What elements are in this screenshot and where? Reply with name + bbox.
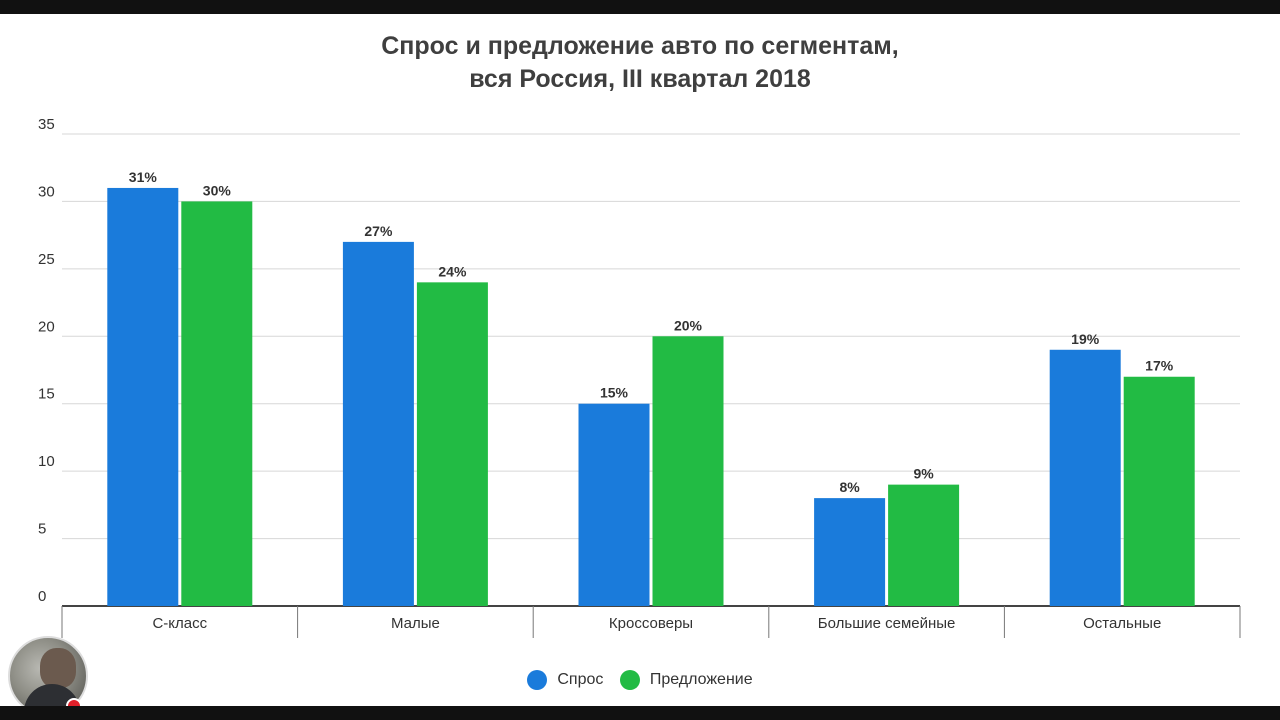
x-tick-label: Остальные <box>1083 615 1161 632</box>
bar-supply <box>181 201 253 606</box>
chart-title-line-1: Спрос и предложение авто по сегментам, <box>381 32 899 60</box>
bar-demand <box>814 498 886 606</box>
legend-item-demand[interactable]: Спрос <box>527 670 603 690</box>
y-tick-label: 5 <box>38 521 46 538</box>
data-label: 27% <box>364 223 393 239</box>
data-label: 19% <box>1071 331 1100 347</box>
legend-swatch-demand <box>527 670 548 690</box>
y-tick-label: 10 <box>38 453 55 470</box>
avatar-head <box>40 648 76 688</box>
chart-title-line-2: вся Россия, III квартал 2018 <box>469 65 811 93</box>
y-tick-label: 35 <box>38 116 55 133</box>
data-label: 15% <box>600 385 629 401</box>
y-tick-label: 0 <box>38 588 46 605</box>
legend: Спрос Предложение <box>0 670 1280 695</box>
bar-demand <box>107 187 179 606</box>
legend-item-supply[interactable]: Предложение <box>619 670 753 690</box>
bar-supply <box>652 336 724 606</box>
legend-label-demand: Спрос <box>557 671 604 688</box>
x-tick-label: С-класс <box>152 615 207 632</box>
chart-title: Спрос и предложение авто по сегментам, в… <box>0 30 1280 96</box>
y-tick-label: 25 <box>38 251 55 268</box>
legend-label-supply: Предложение <box>649 671 753 688</box>
data-label: 8% <box>839 479 860 495</box>
data-label: 17% <box>1145 358 1174 374</box>
y-tick-label: 30 <box>38 183 55 200</box>
top-letterbox <box>0 0 1280 14</box>
x-tick-label: Большие семейные <box>818 615 956 632</box>
bottom-letterbox <box>0 706 1280 720</box>
bar-supply <box>1123 376 1195 606</box>
bar-supply <box>416 282 488 606</box>
bar-demand <box>578 403 650 606</box>
bar-demand <box>342 241 414 606</box>
x-tick-label: Малые <box>391 615 440 632</box>
y-tick-label: 15 <box>38 386 55 403</box>
data-label: 24% <box>438 263 467 279</box>
data-label: 31% <box>129 169 158 185</box>
bar-demand <box>1049 349 1121 606</box>
data-label: 30% <box>203 182 232 198</box>
y-tick-label: 20 <box>38 318 55 335</box>
x-tick-label: Кроссоверы <box>609 615 693 632</box>
data-label: 9% <box>913 466 934 482</box>
bar-supply <box>888 484 960 606</box>
data-label: 20% <box>674 317 703 333</box>
legend-swatch-supply <box>619 670 640 690</box>
